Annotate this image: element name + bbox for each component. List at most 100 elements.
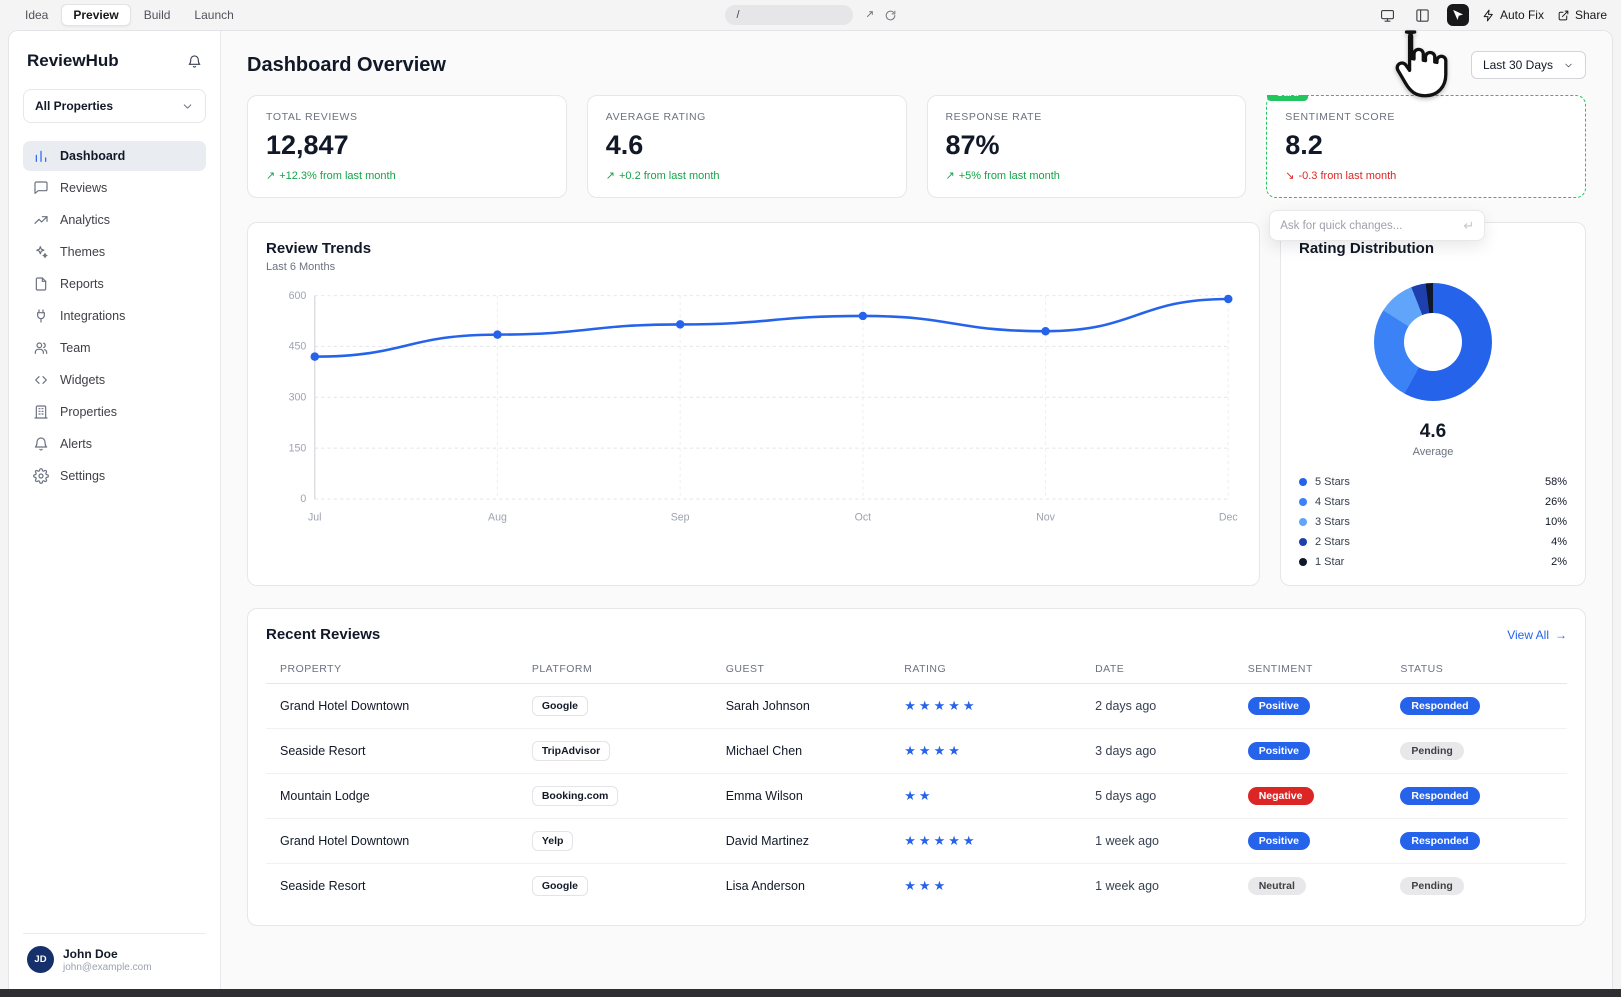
svg-text:Nov: Nov (1036, 511, 1056, 523)
review-property: Seaside Resort (280, 879, 366, 893)
sentiment-badge: Neutral (1247, 877, 1306, 895)
column-header-sentiment: SENTIMENT (1247, 663, 1313, 675)
review-row[interactable]: Seaside Resort Google Lisa Anderson ★★★ 1 we… (266, 864, 1567, 908)
sidebar-item-properties[interactable]: Properties (23, 397, 206, 427)
sidebar-item-integrations[interactable]: Integrations (23, 301, 206, 331)
bell-icon (33, 436, 49, 452)
reviews-table: PROPERTY PLATFORM GUEST RATING DATE SENTIMENT… (266, 655, 1567, 908)
review-row[interactable]: Grand Hotel Downtown Google Sarah Johnson ★… (266, 684, 1567, 729)
stat-value: 12,847 (266, 130, 349, 160)
sidebar-item-label: Analytics (60, 213, 111, 227)
sidebar-item-analytics[interactable]: Analytics (23, 205, 206, 235)
legend-label: 3 Stars (1315, 516, 1350, 528)
legend-percent: 10% (1544, 516, 1567, 528)
sidebar-item-label: Reviews (60, 181, 108, 195)
sidebar-item-label: Properties (60, 405, 117, 419)
layout-panel-button[interactable] (1412, 4, 1434, 26)
sidebar-item-team[interactable]: Team (23, 333, 206, 363)
sentiment-badge: Positive (1247, 742, 1310, 760)
review-guest: Lisa Anderson (725, 879, 805, 893)
rating-legend: 5 Stars 58% 4 Stars 26% 3 Stars 10% 2 Stars 4% 1… (1299, 476, 1567, 568)
builder-tab-idea[interactable]: Idea (25, 8, 49, 22)
legend-item: 3 Stars 10% (1299, 516, 1567, 528)
sentiment-badge: Negative (1247, 787, 1314, 805)
property-selector[interactable]: All Properties (23, 89, 206, 123)
refresh-icon[interactable] (884, 9, 897, 22)
sidebar-item-reports[interactable]: Reports (23, 269, 206, 299)
user-profile[interactable]: JD John Doe john@example.com (23, 933, 206, 973)
stat-delta: ↗ +0.2 from last month (606, 169, 888, 183)
sidebar-item-label: Themes (60, 245, 106, 259)
svg-text:Dec: Dec (1219, 511, 1239, 523)
users-icon (33, 340, 49, 356)
stat-delta: ↘ -0.3 from last month (1285, 169, 1567, 183)
review-date: 1 week ago (1095, 834, 1160, 848)
stat-card-sentiment-score[interactable]: Card SENTIMENT SCORE 8.2 ↘-0.3 from last mo… (1266, 95, 1586, 241)
stat-card-average-rating[interactable]: AVERAGE RATING 4.6 ↗ +0.2 from last month (586, 95, 907, 198)
svg-text:600: 600 (289, 290, 307, 302)
select-element-tool-button[interactable] (1446, 4, 1469, 26)
legend-item: 5 Stars 58% (1299, 476, 1567, 488)
rating-stars: ★★★★★ (904, 698, 978, 713)
svg-text:450: 450 (289, 341, 307, 353)
sidebar-item-reviews[interactable]: Reviews (23, 173, 206, 203)
review-guest: David Martinez (725, 834, 810, 848)
device-preview-button[interactable] (1377, 4, 1399, 26)
legend-label: 2 Stars (1315, 536, 1350, 548)
sidebar-item-themes[interactable]: Themes (23, 237, 206, 267)
review-row[interactable]: Seaside Resort TripAdvisor Michael Chen ★★★… (266, 729, 1567, 774)
builder-nav: Idea Preview Build Launch (14, 4, 245, 26)
sentiment-badge: Positive (1247, 697, 1310, 715)
review-guest: Emma Wilson (725, 789, 803, 803)
builder-tab-build[interactable]: Build (143, 8, 171, 22)
review-property: Mountain Lodge (280, 789, 370, 803)
sidebar-item-label: Reports (60, 277, 104, 291)
share-label: Share (1574, 8, 1607, 22)
stat-delta: ↗ +12.3% from last month (266, 169, 548, 183)
date-range-select[interactable]: Last 30 Days (1470, 51, 1586, 79)
review-guest: Michael Chen (725, 744, 803, 758)
legend-label: 4 Stars (1315, 496, 1350, 508)
url-input[interactable]: / (724, 5, 853, 25)
notifications-bell-icon[interactable] (187, 54, 202, 69)
gear-icon (33, 468, 49, 484)
arrow-right-icon: → (1555, 627, 1567, 642)
user-email: john@example.com (63, 961, 152, 973)
sidebar-item-dashboard[interactable]: Dashboard (23, 141, 206, 171)
bar-chart-icon (33, 148, 49, 164)
sidebar-item-alerts[interactable]: Alerts (23, 429, 206, 459)
stat-value: 8.2 (1285, 130, 1323, 160)
sidebar-item-widgets[interactable]: Widgets (23, 365, 206, 395)
chat-icon (33, 180, 49, 196)
rating-stars: ★★ (904, 788, 934, 803)
stat-label: AVERAGE RATING (605, 111, 706, 123)
stat-value: 4.6 (605, 130, 644, 160)
review-trends-card[interactable]: Review Trends Last 6 Months 0 150 300 450 60… (247, 222, 1260, 586)
app-logo: ReviewHub (27, 51, 119, 70)
review-guest: Sarah Johnson (725, 699, 810, 713)
column-header-rating: RATING (904, 663, 947, 675)
review-row[interactable]: Mountain Lodge Booking.com Emma Wilson ★★ 5 … (266, 774, 1567, 819)
sidebar-item-label: Alerts (60, 437, 92, 451)
builder-tab-launch[interactable]: Launch (194, 8, 234, 22)
stat-card-response-rate[interactable]: RESPONSE RATE 87% ↗ +5% from last month (926, 95, 1247, 198)
rating-distribution-card[interactable]: Rating Distribution 4.6 Average 5 Stars 5… (1280, 222, 1586, 586)
review-row[interactable]: Grand Hotel Downtown Yelp David Martinez ★★… (266, 819, 1567, 864)
sentiment-badge: Positive (1247, 832, 1310, 850)
auto-fix-button[interactable]: Auto Fix (1482, 8, 1544, 22)
legend-item: 4 Stars 26% (1299, 496, 1567, 508)
stat-card-total-reviews[interactable]: TOTAL REVIEWS 12,847 ↗ +12.3% from last mon… (247, 95, 567, 198)
open-external-icon[interactable] (862, 9, 875, 22)
review-property: Grand Hotel Downtown (280, 834, 410, 848)
view-all-link[interactable]: View All → (1507, 628, 1567, 642)
trend-up-icon: ↗ (266, 170, 276, 182)
svg-text:Jul: Jul (308, 511, 322, 523)
status-badge: Pending (1400, 877, 1464, 895)
layout-icon (1415, 8, 1430, 23)
share-button[interactable]: Share (1557, 8, 1607, 22)
column-header-property: PROPERTY (280, 663, 342, 675)
quick-edit-input[interactable] (1280, 219, 1458, 232)
builder-tab-preview[interactable]: Preview (61, 4, 131, 26)
sidebar-item-settings[interactable]: Settings (23, 461, 206, 491)
legend-dot (1299, 478, 1307, 486)
